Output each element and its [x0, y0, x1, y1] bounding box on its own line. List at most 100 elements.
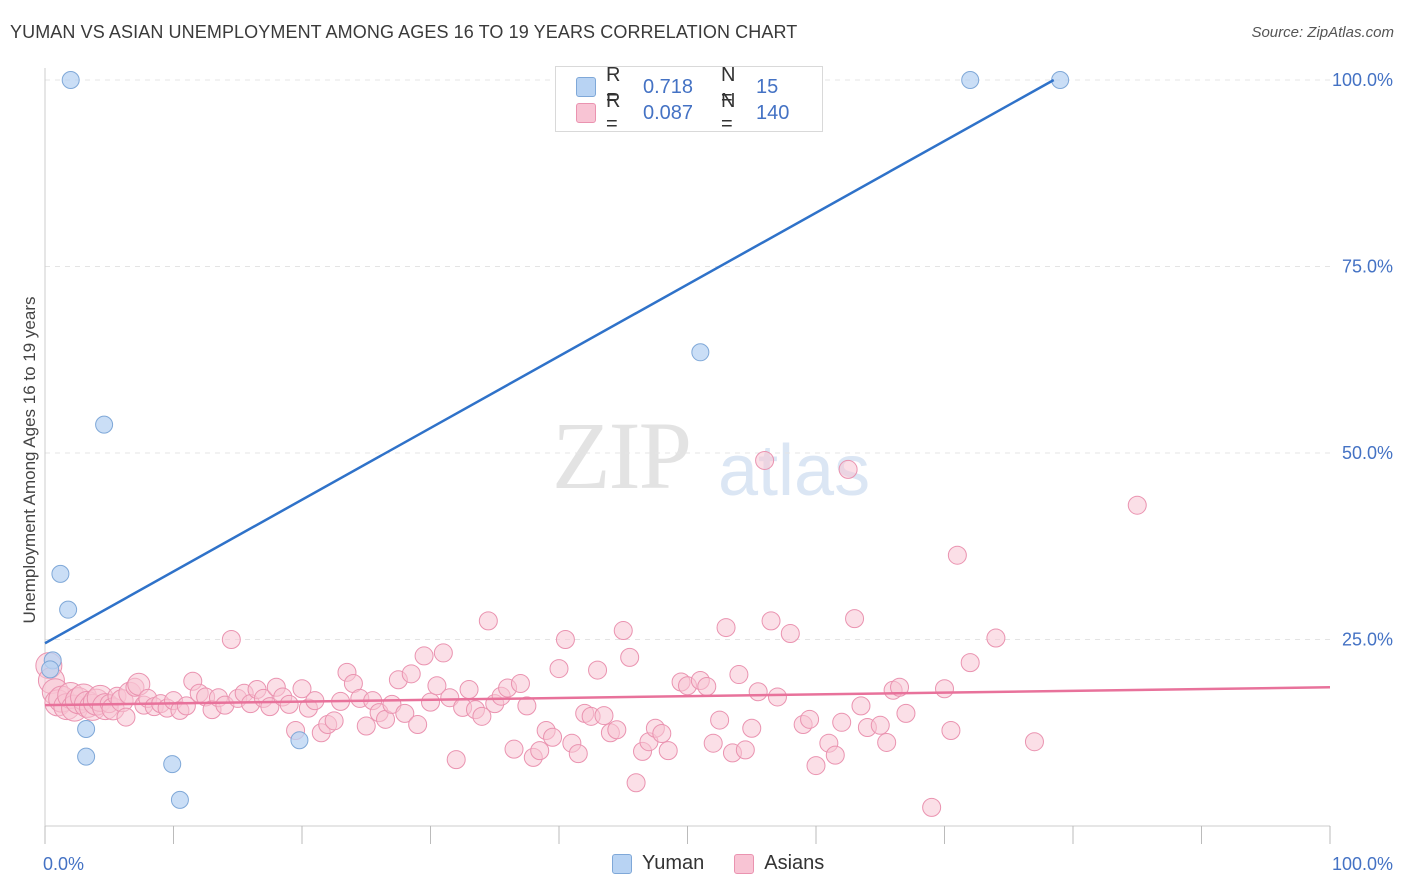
asians-point — [176, 696, 196, 716]
yuman-swatch — [612, 853, 632, 874]
asians-point — [806, 756, 826, 776]
asians-point — [594, 706, 614, 726]
y-tick-label: 50.0% — [1342, 443, 1393, 463]
legend-item-asians[interactable]: Asians — [734, 852, 824, 875]
y-tick-label: 100.0% — [1332, 70, 1393, 90]
asians-point — [478, 611, 498, 631]
asians-point — [851, 696, 871, 716]
yuman-point — [170, 790, 189, 809]
series-legend: Yuman Asians — [612, 852, 854, 875]
asians-point — [408, 715, 428, 735]
asians-point — [401, 664, 421, 684]
legend-item-yuman[interactable]: Yuman — [612, 852, 704, 875]
x-tick-label: 100.0% — [1332, 854, 1393, 874]
asians-point — [1127, 495, 1147, 515]
asians-point — [729, 665, 749, 685]
asians-point — [935, 679, 954, 699]
legend-r-label: R = — [606, 64, 621, 109]
asians-point — [517, 696, 537, 716]
yuman-point — [163, 755, 182, 774]
y-tick-label: 25.0% — [1342, 630, 1393, 650]
grid-lines — [45, 79, 1330, 640]
watermark-zip: ZIP — [552, 402, 692, 509]
tick-labels: 25.0% 50.0% 75.0% 100.0% 0.0% 100.0% — [43, 70, 1393, 874]
asians-point — [588, 660, 608, 680]
legend-r-value: 0.718 — [643, 75, 694, 98]
yuman-point — [961, 71, 980, 89]
yuman-point — [59, 600, 78, 619]
yuman-point — [691, 343, 710, 362]
asians-point — [613, 621, 633, 641]
trend-lines — [44, 78, 1331, 707]
asians-point — [832, 712, 852, 732]
x-tick-label: 0.0% — [43, 854, 84, 874]
asians-point — [735, 740, 755, 760]
asians-point — [890, 677, 910, 697]
asians-point — [324, 711, 344, 731]
asians-point — [421, 692, 440, 712]
asians-point — [960, 653, 980, 673]
stats-legend: R = 0.718 N = 15 R = 0.087 N = 140 — [555, 64, 823, 135]
yuman-point — [1051, 71, 1070, 89]
asians-point — [221, 630, 241, 649]
asians-trend-line — [44, 685, 1331, 707]
asians-point — [395, 703, 415, 723]
legend-n-label: N = — [721, 90, 736, 135]
asians-point — [652, 723, 672, 743]
legend-label-asians: Asians — [764, 852, 825, 874]
asians-point — [568, 744, 588, 764]
yuman-swatch — [576, 77, 596, 97]
asians-point — [703, 733, 723, 753]
legend-n-label: N = — [721, 64, 736, 109]
asians-point — [761, 611, 781, 631]
asians-point — [742, 718, 762, 738]
asians-point — [870, 715, 890, 735]
asians-point — [800, 709, 820, 729]
asians-point — [414, 646, 434, 666]
asians-point — [716, 618, 736, 638]
asians-point — [620, 647, 640, 667]
asians-point — [877, 732, 897, 752]
asians-point — [748, 682, 768, 702]
legend-row-asians: R = 0.087 N = 140 — [576, 90, 790, 135]
asians-point — [838, 459, 858, 479]
yuman-trend-line — [44, 78, 1055, 645]
asians-point — [947, 545, 967, 565]
asians-point — [986, 628, 1006, 648]
yuman-point — [61, 71, 80, 89]
asians-point — [845, 609, 865, 629]
legend-label-yuman: Yuman — [642, 852, 705, 874]
yuman-point — [290, 731, 309, 750]
legend-row-yuman: R = 0.718 N = 15 — [576, 64, 778, 109]
legend-r-label: R = — [606, 90, 621, 135]
asians-point — [697, 676, 717, 696]
asians-point — [510, 674, 530, 694]
asians-point — [427, 676, 447, 696]
legend-n-value: 140 — [756, 101, 790, 124]
yuman-point — [51, 564, 70, 583]
asians-point — [279, 694, 299, 714]
chart-title: YUMAN VS ASIAN UNEMPLOYMENT AMONG AGES 1… — [10, 22, 798, 42]
asians-point — [543, 727, 563, 747]
legend-r-value: 0.087 — [643, 101, 694, 124]
yuman-point — [95, 415, 114, 434]
asians-point — [530, 741, 550, 761]
asians-point — [549, 659, 569, 679]
asians-point — [607, 720, 627, 740]
asians-point — [440, 688, 460, 708]
yuman-point — [41, 660, 60, 679]
asians-point — [504, 739, 524, 759]
asians-point — [896, 703, 916, 723]
asians-point — [825, 745, 845, 765]
y-tick-label: 75.0% — [1342, 257, 1393, 277]
asians-point — [710, 710, 730, 730]
asians-point — [433, 643, 453, 663]
source-credit: Source: ZipAtlas.com — [1251, 24, 1394, 41]
asians-point — [658, 741, 678, 761]
yuman-points — [41, 71, 1070, 809]
asians-point — [472, 706, 492, 726]
asians-point — [356, 716, 376, 736]
yuman-point — [77, 720, 96, 739]
asians-point — [922, 797, 942, 817]
asians-point — [555, 630, 575, 649]
